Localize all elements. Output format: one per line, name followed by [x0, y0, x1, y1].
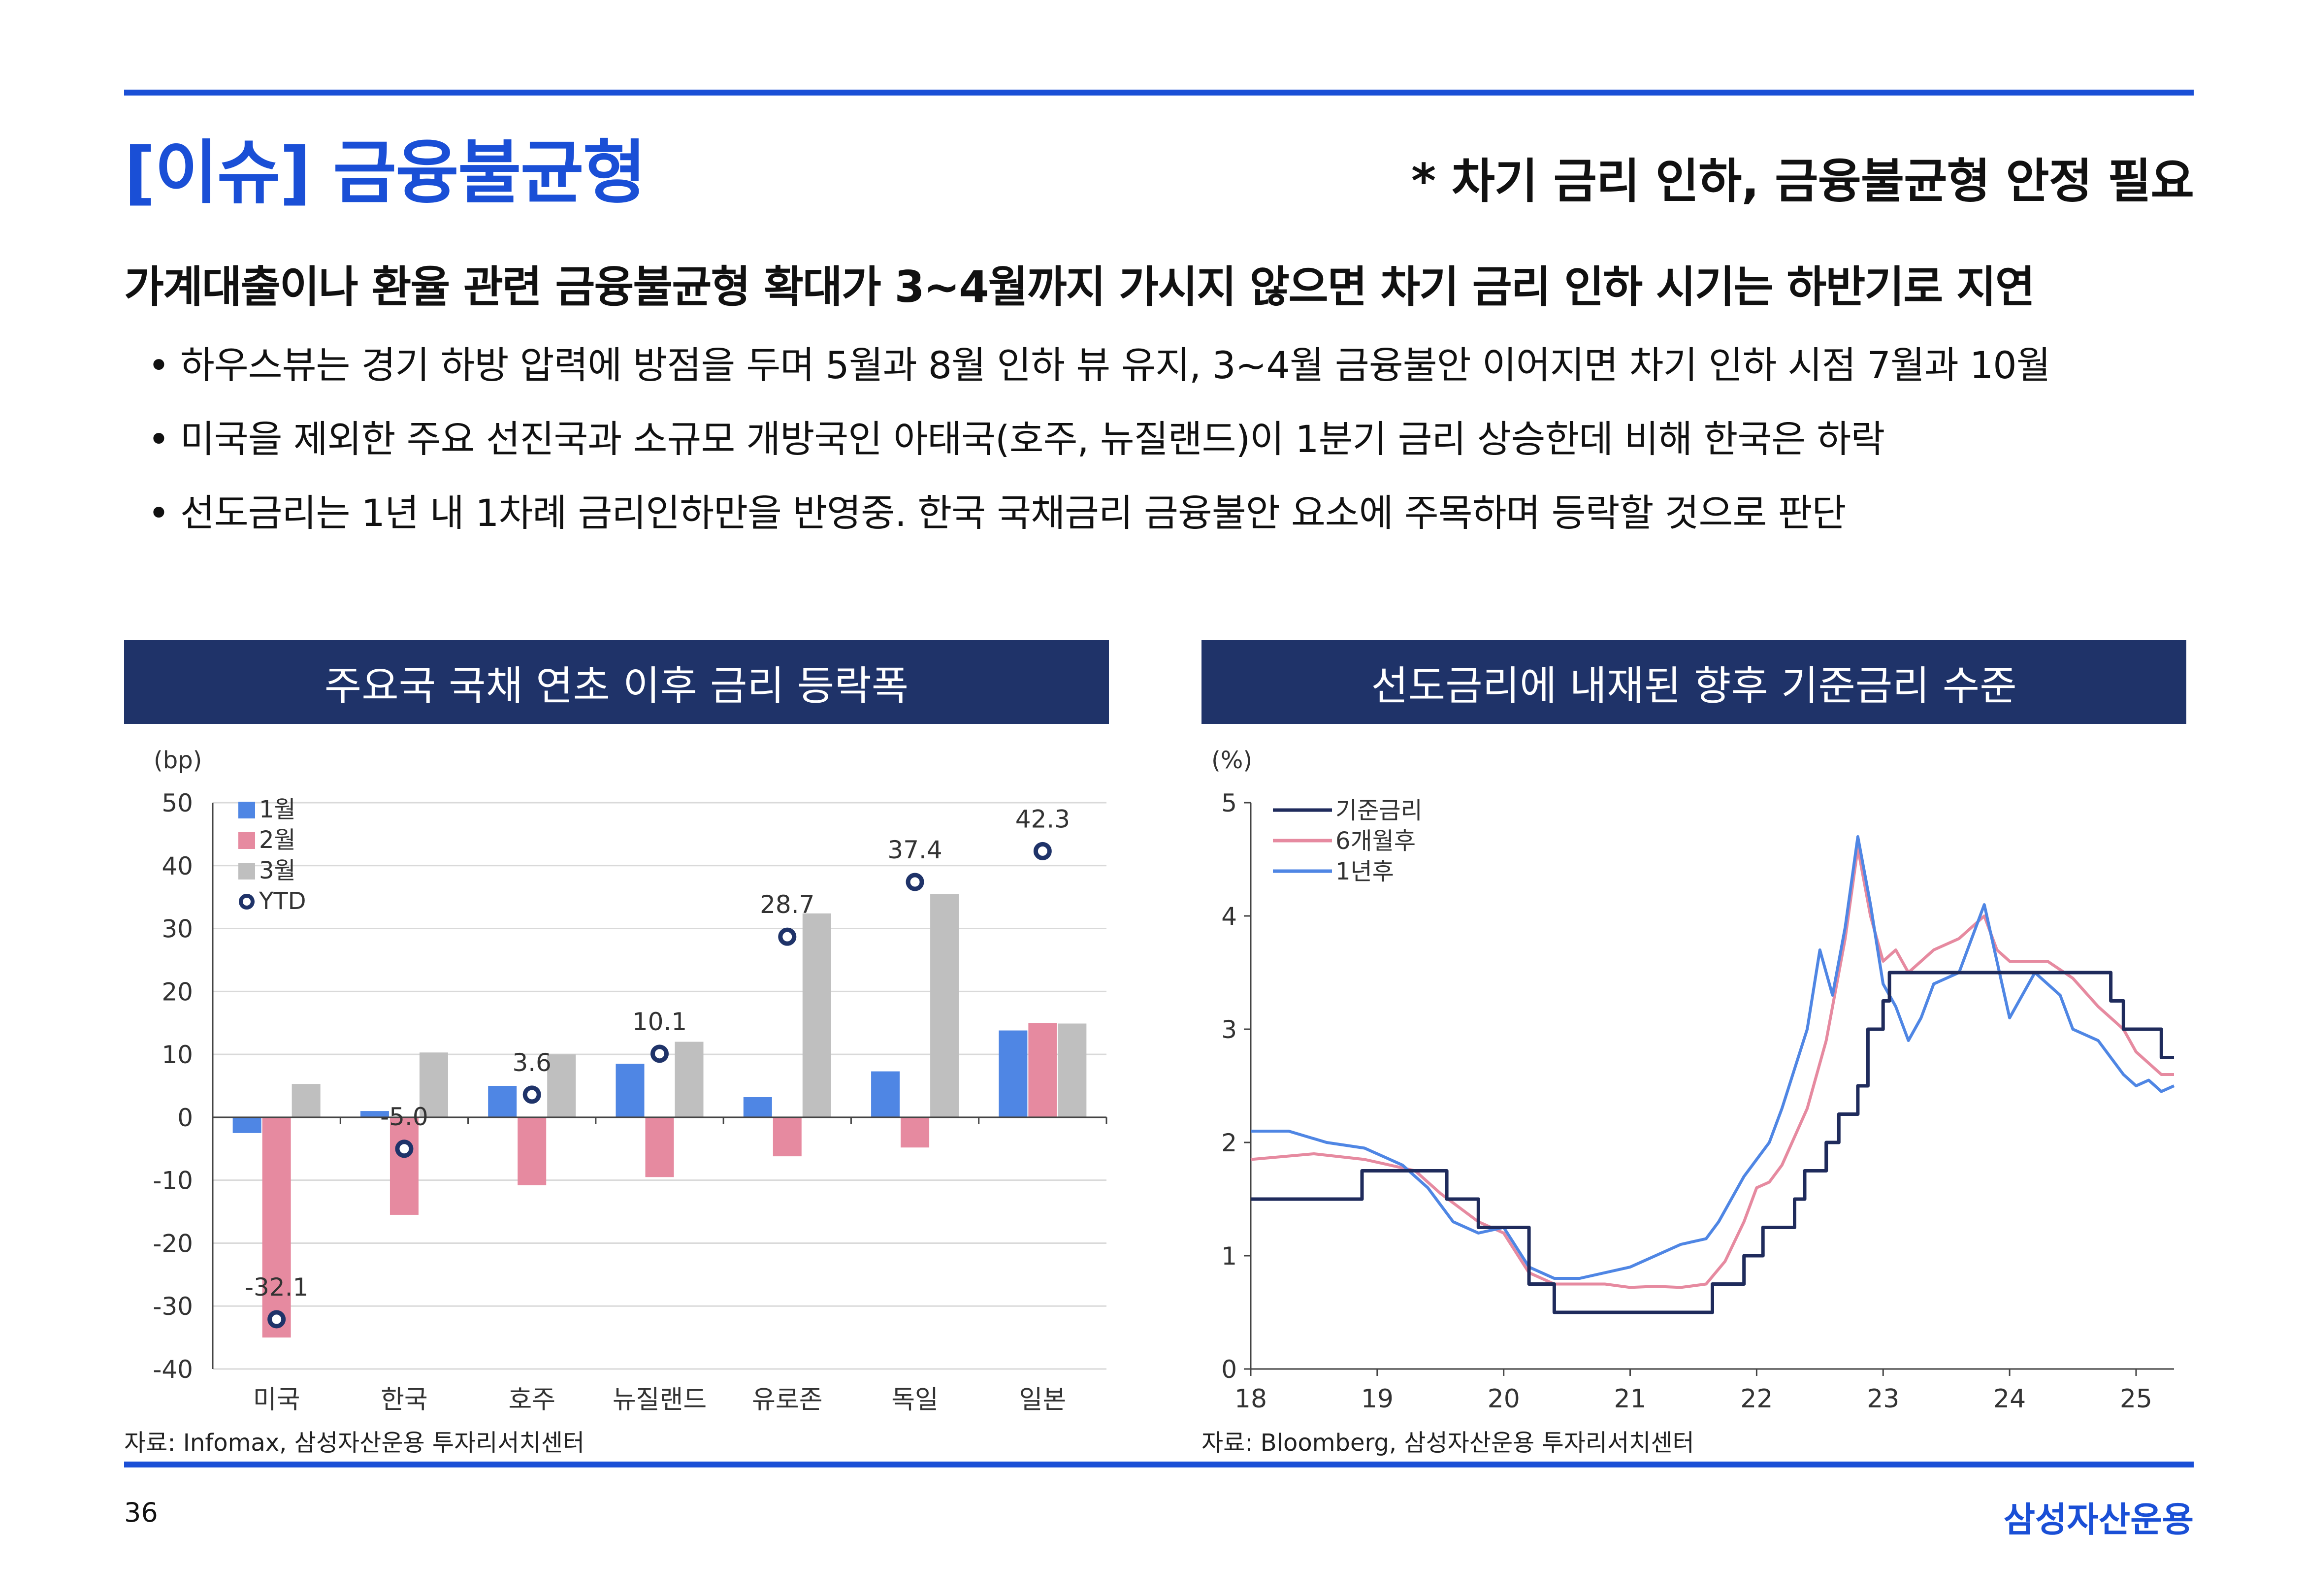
line-series-2: [1250, 847, 2174, 1289]
ytd-data-label-2: 3.6: [512, 1048, 552, 1077]
bar-3-0: [292, 1084, 321, 1117]
line-y-tick-label-5: 5: [1221, 789, 1237, 817]
ytd-data-label-3: 10.1: [632, 1008, 687, 1036]
bar-2-4: [773, 1117, 802, 1157]
line-x-tick-label-5: 23: [1867, 1384, 1899, 1414]
line-series-3: [1251, 835, 2175, 1280]
line-chart-title: 선도금리에 내재된 향후 기준금리 수준: [1201, 640, 2186, 724]
line-x-tick-label-4: 22: [1740, 1384, 1773, 1414]
bar-y-tick-label-5: 0: [177, 1104, 193, 1132]
bar-2-2: [518, 1117, 547, 1185]
bar-3-4: [802, 913, 831, 1117]
bullet-3: 선도금리는 1년 내 1차례 금리인하만을 반영중. 한국 국채금리 금융불안 …: [148, 483, 1846, 537]
bar-chart-unit-label: (bp): [154, 747, 202, 774]
bar-chart: (bp) 50 40 30 20 10 0 -10 -20 -30 -40 미국 한국 호주 뉴질랜드 유로존…: [153, 747, 1107, 1415]
bar-y-tick-label-7: -20: [153, 1229, 193, 1258]
line-chart-unit-label: (%): [1211, 747, 1252, 774]
line-x-tick-label-6: 24: [1993, 1384, 2026, 1414]
bar-2-1: [390, 1117, 419, 1215]
bar-x-tick-label-4: 유로존: [752, 1385, 823, 1415]
bar-x-tick-label-6: 일본: [1019, 1385, 1067, 1415]
bar-legend-label-3: 3월: [259, 857, 296, 884]
bar-1-0: [232, 1117, 261, 1133]
bar-2-6: [1028, 1023, 1057, 1117]
bar-y-tick-label-9: -40: [153, 1355, 193, 1384]
line-chart-source: 자료: Bloomberg, 삼성자산운용 투자리서치센터: [1201, 1429, 1694, 1457]
ytd-data-label-5: 37.4: [887, 836, 942, 864]
bar-x-tick-label-0: 미국: [253, 1385, 300, 1415]
line-y-tick-label-1: 1: [1221, 1242, 1237, 1270]
bar-y-tick-label-8: -30: [153, 1292, 193, 1321]
line-y-tick-label-2: 2: [1221, 1129, 1237, 1157]
line-y-tick-label-3: 3: [1221, 1015, 1237, 1044]
page-subtitle: * 차기 금리 인하, 금융불균형 안정 필요: [1411, 154, 2194, 209]
bar-y-tick-label-3: 20: [162, 977, 193, 1006]
top-rule: [124, 90, 2194, 96]
line-legend-label-2: 6개월후: [1335, 827, 1416, 855]
ytd-marker-6: [1033, 842, 1052, 860]
page-number: 36: [124, 1497, 158, 1528]
ytd-data-label-1: -5.0: [380, 1103, 428, 1131]
bullet-2: 미국을 제외한 주요 선진국과 소규모 개방국인 아태국(호주, 뉴질랜드)이 …: [148, 409, 1885, 463]
page-title: [이슈] 금융불균형: [124, 133, 646, 213]
bar-legend-swatch-3: [238, 863, 255, 879]
bar-1-4: [743, 1097, 772, 1117]
bar-2-0: [262, 1117, 291, 1338]
ytd-marker-5: [906, 873, 924, 891]
headline: 가계대출이나 환율 관련 금융불균형 확대가 3~4월까지 가시지 않으면 차기…: [124, 261, 2035, 312]
line-legend-label-3: 1년후: [1335, 858, 1394, 885]
bar-x-tick-label-5: 독일: [891, 1385, 939, 1415]
bar-x-tick-label-2: 호주: [508, 1385, 555, 1415]
bar-y-tick-label-2: 30: [162, 915, 193, 944]
line-x-tick-label-2: 20: [1488, 1384, 1520, 1414]
bar-3-5: [930, 894, 959, 1117]
line-y-tick-label-0: 0: [1221, 1355, 1237, 1384]
ytd-data-label-4: 28.7: [760, 890, 814, 919]
ytd-data-label-0: -32.1: [245, 1273, 308, 1302]
bar-y-tick-label-1: 40: [162, 852, 193, 880]
bar-legend-swatch-1: [238, 802, 255, 818]
bar-legend-label-ytd: YTD: [259, 887, 306, 915]
bar-legend-swatch-2: [238, 832, 255, 849]
ytd-marker-1: [395, 1140, 414, 1158]
bar-legend-label-1: 1월: [259, 796, 296, 823]
bar-x-tick-label-1: 한국: [381, 1385, 428, 1415]
bar-3-1: [419, 1052, 448, 1117]
bar-x-tick-label-3: 뉴질랜드: [613, 1385, 707, 1415]
bar-1-6: [999, 1030, 1028, 1117]
bar-legend-swatch-ytd: [239, 894, 255, 910]
bar-1-3: [616, 1064, 645, 1117]
ytd-marker-2: [522, 1085, 541, 1104]
bar-legend-label-2: 2월: [259, 826, 296, 854]
line-legend-label-1: 기준금리: [1335, 797, 1423, 824]
bar-1-1: [360, 1111, 389, 1117]
bar-3-2: [547, 1054, 576, 1117]
brand-logo: 삼성자산운용: [2003, 1499, 2194, 1540]
bar-y-tick-label-4: 10: [162, 1041, 193, 1069]
ytd-data-label-6: 42.3: [1015, 805, 1070, 833]
line-x-tick-label-0: 18: [1234, 1384, 1267, 1414]
bottom-rule: [124, 1462, 2194, 1467]
bar-3-3: [675, 1042, 704, 1117]
line-series-1: [1251, 971, 2174, 1314]
bar-1-5: [871, 1071, 900, 1117]
bar-2-3: [645, 1117, 674, 1177]
ytd-marker-0: [267, 1310, 286, 1329]
bar-3-6: [1058, 1023, 1087, 1117]
bar-chart-source: 자료: Infomax, 삼성자산운용 투자리서치센터: [124, 1429, 585, 1457]
bar-2-5: [901, 1117, 930, 1148]
bar-y-tick-label-0: 50: [162, 789, 193, 817]
bullet-1: 하우스뷰는 경기 하방 압력에 방점을 두며 5월과 8월 인하 뷰 유지, 3…: [148, 335, 2051, 389]
line-x-tick-label-3: 21: [1614, 1384, 1646, 1414]
ytd-marker-4: [778, 927, 797, 946]
line-x-tick-label-1: 19: [1361, 1384, 1394, 1414]
bar-1-2: [488, 1086, 517, 1117]
ytd-marker-3: [650, 1044, 669, 1063]
line-y-tick-label-4: 4: [1221, 902, 1237, 931]
bar-chart-title: 주요국 국채 연초 이후 금리 등락폭: [124, 640, 1109, 724]
line-x-tick-label-7: 25: [2120, 1384, 2152, 1414]
bar-y-tick-label-6: -10: [153, 1167, 193, 1195]
